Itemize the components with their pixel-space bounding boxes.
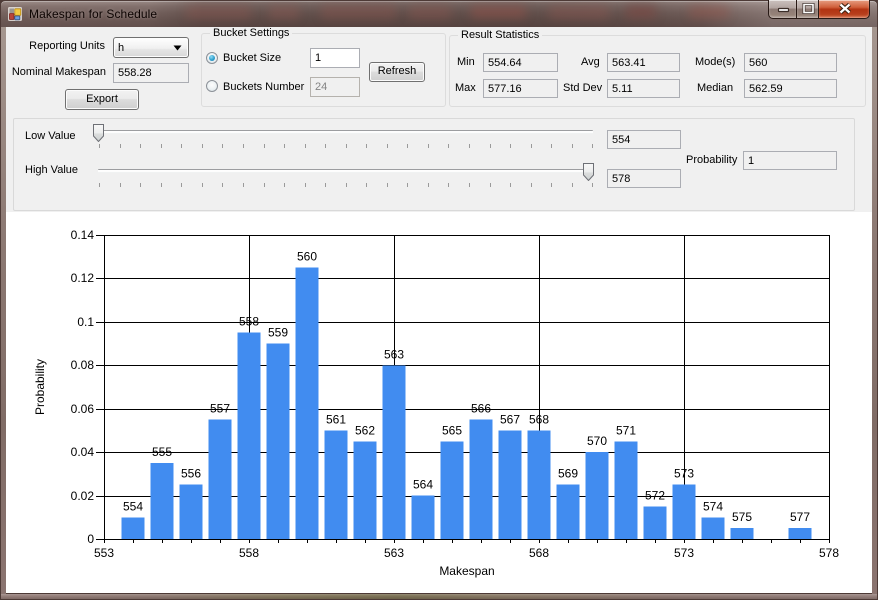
svg-text:Makespan: Makespan [439, 564, 494, 578]
svg-text:553: 553 [94, 546, 114, 560]
svg-text:573: 573 [674, 467, 694, 481]
svg-text:561: 561 [326, 412, 346, 426]
svg-text:573: 573 [674, 546, 694, 560]
svg-text:568: 568 [529, 546, 549, 560]
svg-text:563: 563 [384, 546, 404, 560]
svg-text:Probability: Probability [33, 359, 47, 415]
svg-text:560: 560 [297, 250, 317, 264]
svg-text:556: 556 [181, 467, 201, 481]
svg-text:567: 567 [500, 412, 520, 426]
svg-text:578: 578 [819, 546, 839, 560]
svg-text:570: 570 [587, 434, 607, 448]
svg-text:558: 558 [239, 546, 259, 560]
svg-text:0.06: 0.06 [71, 402, 95, 416]
svg-text:0.04: 0.04 [71, 445, 95, 459]
svg-text:559: 559 [268, 326, 288, 340]
svg-text:568: 568 [529, 412, 549, 426]
svg-text:0: 0 [87, 532, 94, 546]
svg-text:557: 557 [210, 402, 230, 416]
svg-text:575: 575 [732, 510, 752, 524]
svg-text:564: 564 [413, 478, 433, 492]
svg-text:574: 574 [703, 499, 723, 513]
svg-text:0.02: 0.02 [71, 489, 95, 503]
svg-text:563: 563 [384, 347, 404, 361]
svg-text:571: 571 [616, 423, 636, 437]
svg-text:565: 565 [442, 423, 462, 437]
svg-text:566: 566 [471, 402, 491, 416]
svg-text:0.08: 0.08 [71, 358, 95, 372]
svg-text:554: 554 [123, 499, 143, 513]
svg-text:0.1: 0.1 [77, 315, 94, 329]
svg-text:572: 572 [645, 488, 665, 502]
svg-text:0.14: 0.14 [71, 228, 95, 242]
svg-text:558: 558 [239, 315, 259, 329]
svg-text:0.12: 0.12 [71, 271, 95, 285]
svg-text:577: 577 [790, 510, 810, 524]
svg-text:562: 562 [355, 423, 375, 437]
svg-text:569: 569 [558, 467, 578, 481]
svg-text:555: 555 [152, 445, 172, 459]
